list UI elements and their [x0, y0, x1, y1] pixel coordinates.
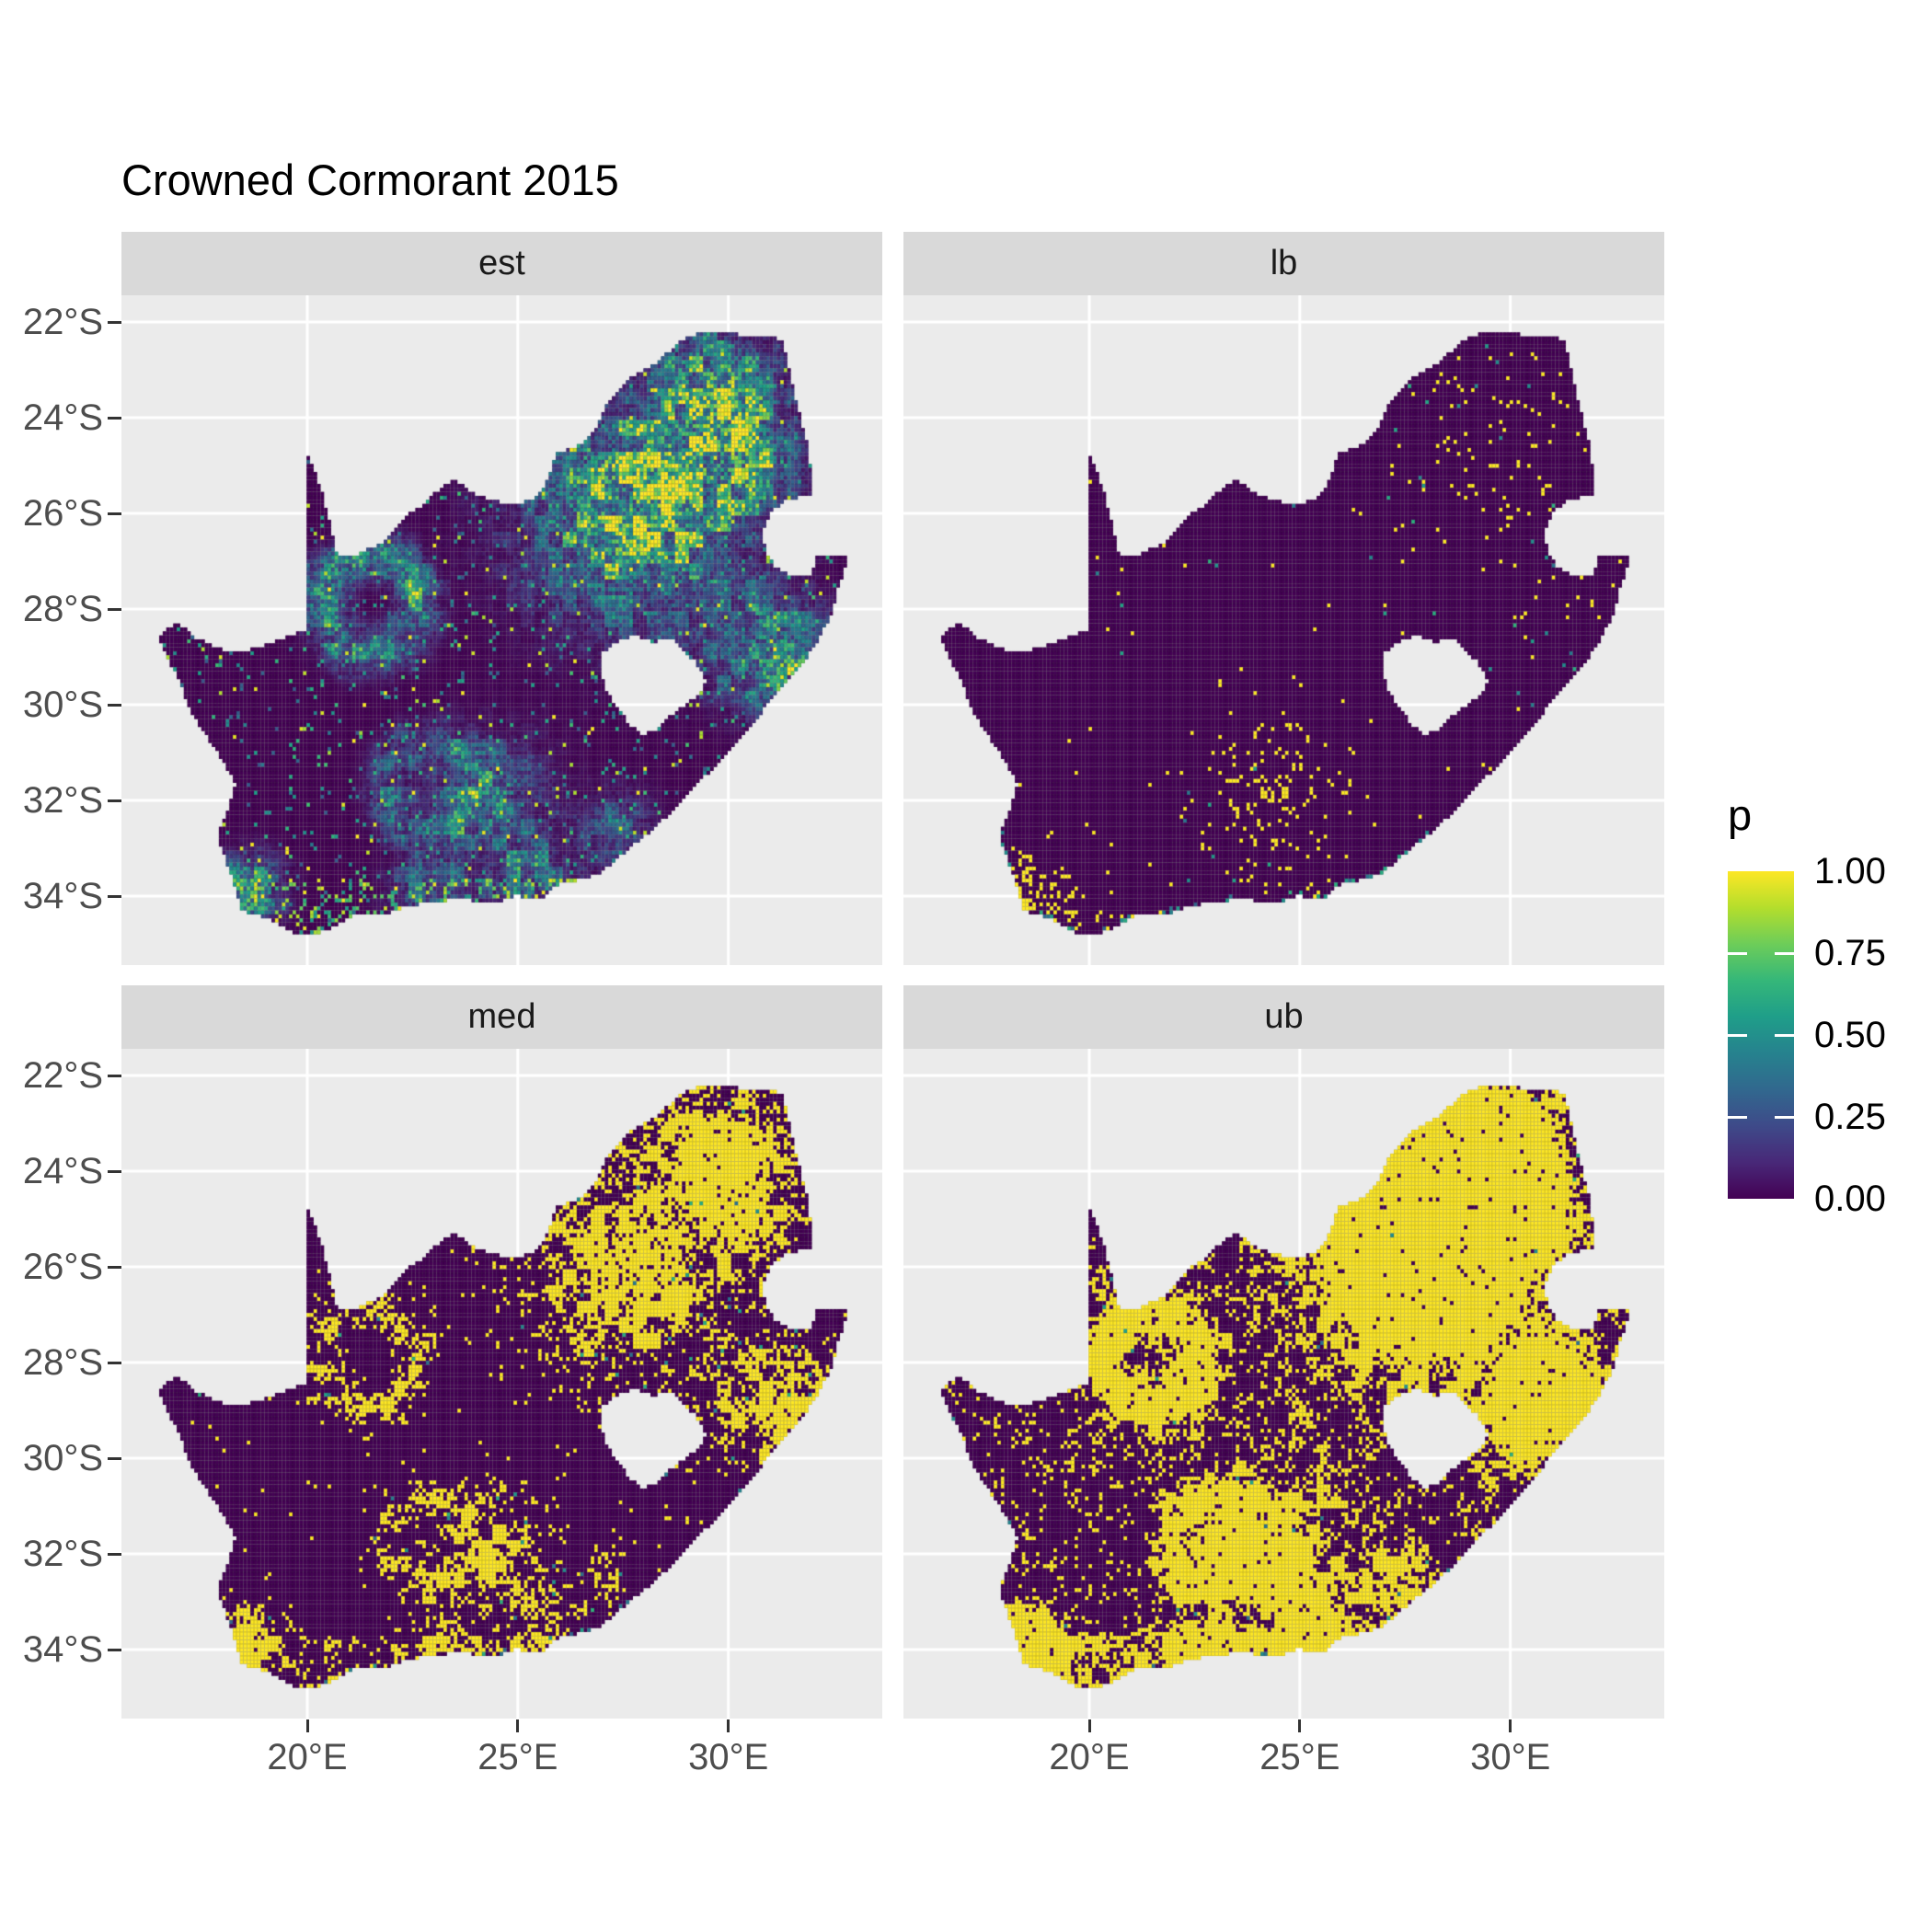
map-canvas-lb [903, 295, 1664, 965]
facet-label-lb: lb [1270, 244, 1298, 282]
y-axis-tick [108, 1265, 121, 1269]
legend-title: p [1728, 790, 1753, 839]
y-axis-tick [108, 512, 121, 515]
legend-value-label: 0.75 [1814, 933, 1886, 973]
y-axis-label: 28°S [22, 589, 103, 629]
x-axis-label: 20°E [1049, 1737, 1130, 1777]
facet-label-est: est [478, 244, 525, 282]
legend-value-label: 0.00 [1814, 1179, 1886, 1219]
y-axis-label: 30°S [22, 684, 103, 725]
map-canvas-med [121, 1049, 882, 1719]
plot-title: Crowned Cormorant 2015 [121, 155, 619, 204]
y-axis-tick [108, 1552, 121, 1556]
y-axis-tick [108, 1074, 121, 1077]
x-axis-tick [516, 1719, 520, 1732]
x-axis-tick [727, 1719, 730, 1732]
facet-strip-med: med [121, 985, 882, 1049]
y-axis-tick [108, 1648, 121, 1651]
legend-tick [1728, 951, 1747, 955]
legend-tick [1775, 951, 1794, 955]
legend-value-label: 0.50 [1814, 1015, 1886, 1055]
legend-tick [1775, 1033, 1794, 1037]
y-axis-label: 22°S [22, 1055, 103, 1096]
map-panel-ub [903, 1049, 1664, 1719]
map-panel-est [121, 295, 882, 965]
x-axis-tick [305, 1719, 309, 1732]
x-axis-label: 20°E [267, 1737, 348, 1777]
y-axis-label: 28°S [22, 1342, 103, 1383]
x-axis-tick [1087, 1719, 1091, 1732]
y-axis-tick [108, 320, 121, 324]
map-panel-med [121, 1049, 882, 1719]
y-axis-label: 30°S [22, 1438, 103, 1478]
legend-value-label: 1.00 [1814, 851, 1886, 891]
x-axis-label: 25°E [477, 1737, 558, 1777]
y-axis-label: 34°S [22, 1629, 103, 1670]
y-axis-tick [108, 894, 121, 898]
legend-value-label: 0.25 [1814, 1097, 1886, 1137]
facet-label-med: med [467, 997, 536, 1036]
map-canvas-ub [903, 1049, 1664, 1719]
facet-strip-lb: lb [903, 232, 1664, 295]
y-axis-label: 22°S [22, 302, 103, 342]
legend-tick [1728, 1033, 1747, 1037]
facet-label-ub: ub [1264, 997, 1304, 1036]
x-axis-tick [1509, 1719, 1512, 1732]
x-axis-label: 30°E [1470, 1737, 1551, 1777]
map-canvas-est [121, 295, 882, 965]
y-axis-tick [108, 416, 121, 420]
y-axis-tick [108, 607, 121, 611]
y-axis-tick [108, 1361, 121, 1364]
legend-tick [1775, 1115, 1794, 1119]
y-axis-label: 32°S [22, 1534, 103, 1574]
facet-strip-ub: ub [903, 985, 1664, 1049]
y-axis-tick [108, 1456, 121, 1460]
facet-strip-est: est [121, 232, 882, 295]
y-axis-tick [108, 799, 121, 802]
x-axis-tick [1298, 1719, 1302, 1732]
x-axis-label: 25°E [1259, 1737, 1340, 1777]
y-axis-label: 34°S [22, 876, 103, 916]
map-panel-lb [903, 295, 1664, 965]
y-axis-label: 24°S [22, 397, 103, 438]
y-axis-label: 32°S [22, 780, 103, 821]
legend-tick [1728, 1115, 1747, 1119]
y-axis-label: 26°S [22, 493, 103, 534]
y-axis-label: 24°S [22, 1151, 103, 1191]
x-axis-label: 30°E [688, 1737, 769, 1777]
y-axis-tick [108, 703, 121, 707]
y-axis-label: 26°S [22, 1247, 103, 1287]
y-axis-tick [108, 1169, 121, 1173]
